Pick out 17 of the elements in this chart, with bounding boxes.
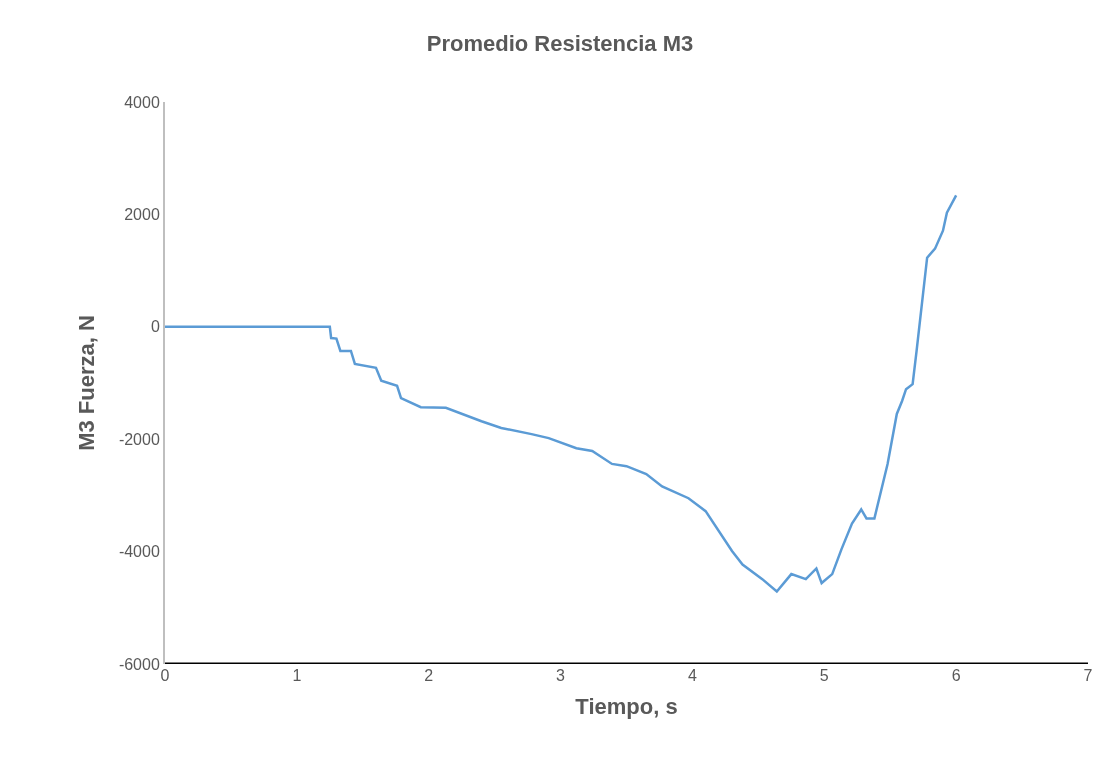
chart-title: Promedio Resistencia M3 [426,30,694,56]
x-tick-label: 1 [292,667,302,684]
x-tick-label: 4 [687,667,697,684]
x-tick-label: 3 [556,667,566,684]
y-tick-label: -6000 [118,655,160,673]
x-tick-label: 6 [951,667,961,684]
x-tick-label: 5 [819,667,829,684]
y-tick-label: -4000 [118,543,160,561]
y-tick-label: 0 [150,318,160,336]
x-tick-label: 7 [1083,667,1093,684]
y-tick-label: -2000 [118,430,160,448]
line-series [165,194,958,593]
y-axis-title: M3 Fuerza, N [74,315,100,451]
y-tick-label: 2000 [124,206,160,223]
x-axis-title: Tiempo, s [575,693,678,719]
x-tick-label: 2 [424,667,434,684]
y-tick-label: 4000 [124,93,160,111]
